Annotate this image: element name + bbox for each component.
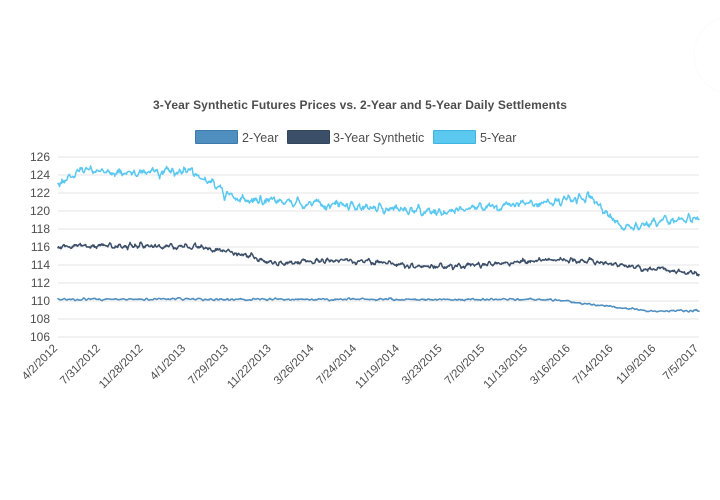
svg-text:7/14/2016: 7/14/2016: [571, 343, 616, 388]
svg-text:3/26/2014: 3/26/2014: [272, 342, 317, 387]
svg-text:11/19/2014: 11/19/2014: [353, 342, 402, 391]
svg-text:108: 108: [30, 312, 50, 326]
svg-text:116: 116: [31, 240, 50, 254]
svg-text:114: 114: [31, 258, 50, 272]
svg-text:110: 110: [31, 294, 50, 308]
svg-text:112: 112: [31, 276, 50, 290]
svg-text:7/29/2013: 7/29/2013: [186, 343, 231, 388]
svg-text:11/28/2012: 11/28/2012: [97, 343, 146, 392]
svg-text:7/5/2017: 7/5/2017: [661, 343, 701, 383]
svg-text:120: 120: [30, 204, 50, 218]
svg-text:118: 118: [31, 222, 50, 236]
svg-text:124: 124: [30, 168, 50, 182]
svg-text:11/13/2015: 11/13/2015: [482, 343, 531, 392]
svg-text:11/22/2013: 11/22/2013: [225, 343, 274, 392]
svg-text:3/23/2015: 3/23/2015: [400, 343, 445, 388]
svg-text:4/1/2013: 4/1/2013: [148, 343, 188, 383]
svg-text:3/16/2016: 3/16/2016: [528, 343, 573, 388]
svg-text:106: 106: [30, 330, 50, 344]
svg-text:122: 122: [30, 186, 50, 200]
svg-text:126: 126: [30, 150, 50, 164]
svg-text:7/24/2014: 7/24/2014: [315, 342, 360, 387]
svg-text:11/9/2016: 11/9/2016: [614, 343, 658, 387]
svg-text:7/31/2012: 7/31/2012: [58, 343, 103, 388]
svg-text:7/20/2015: 7/20/2015: [443, 343, 488, 388]
svg-text:4/2/2012: 4/2/2012: [20, 343, 60, 383]
